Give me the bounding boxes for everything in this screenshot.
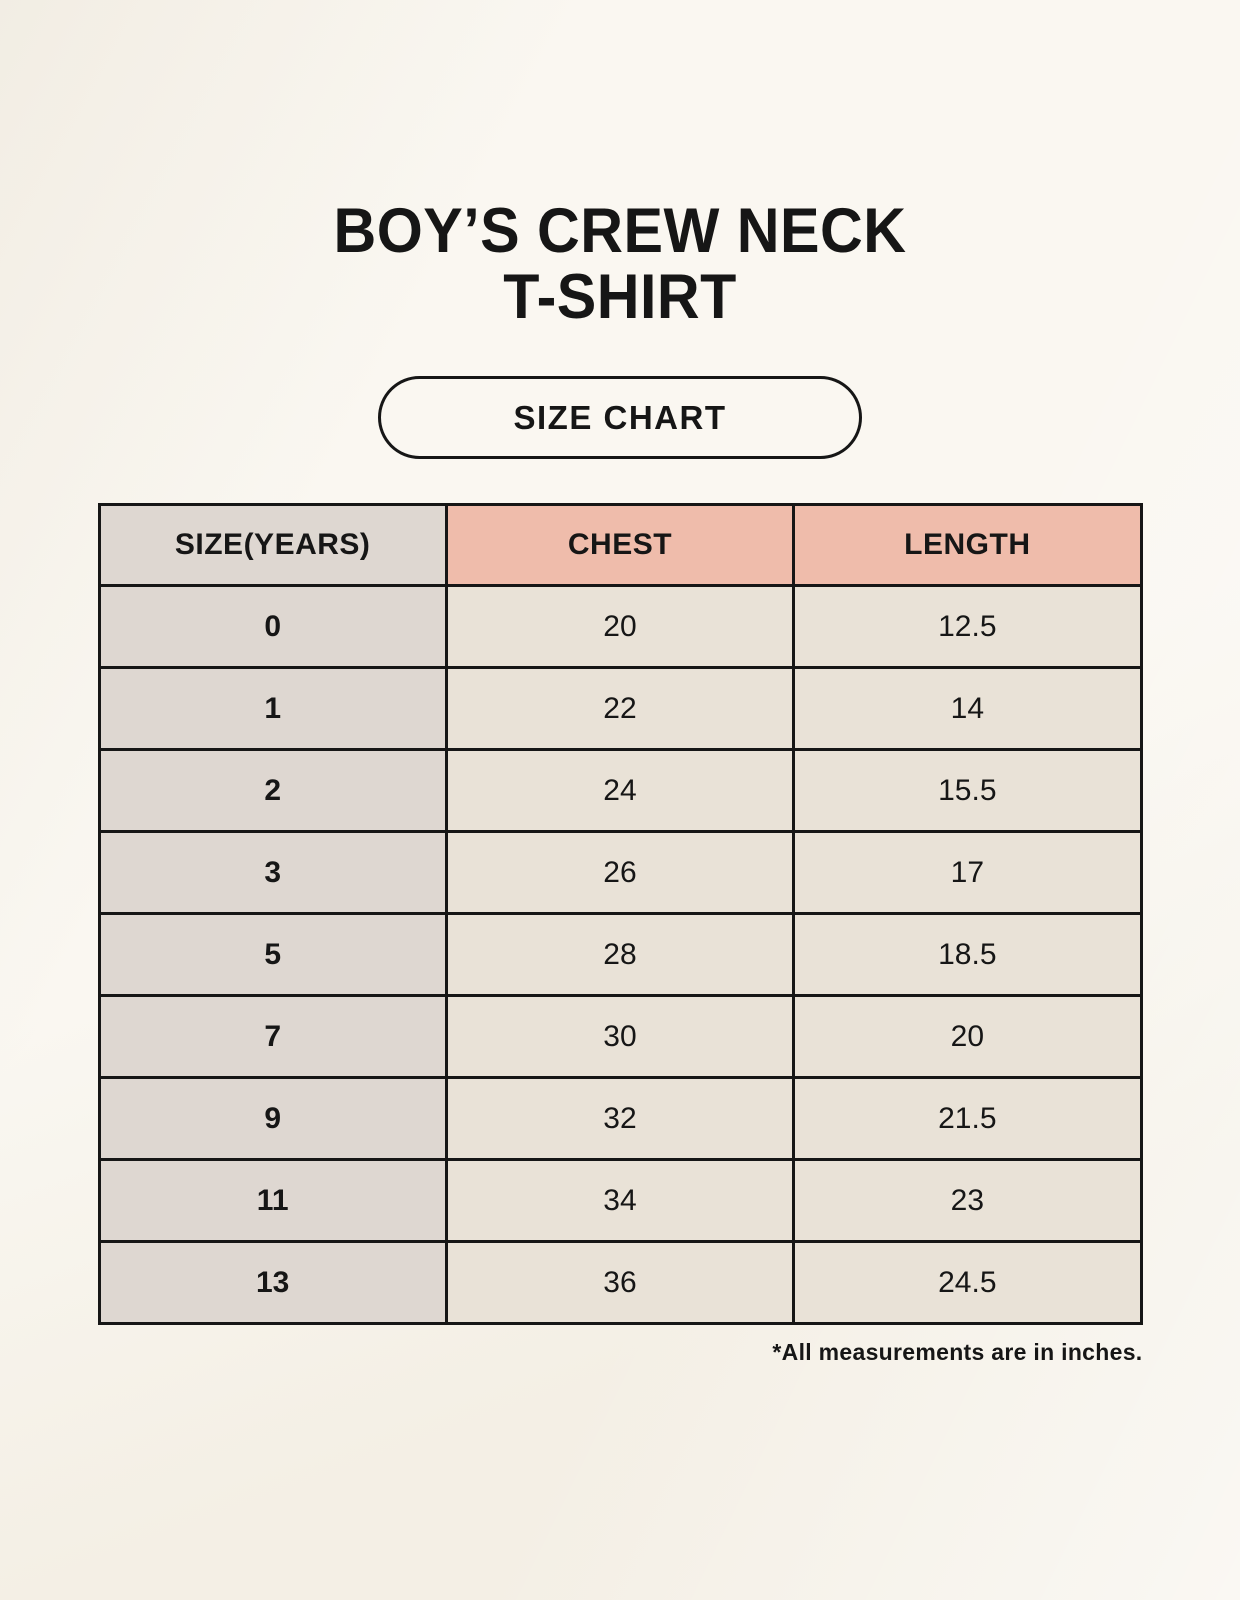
column-header-size-years: SIZE(YEARS) bbox=[97, 503, 448, 587]
value-cell: 17 bbox=[792, 830, 1143, 915]
value-cell: 20 bbox=[792, 994, 1143, 1079]
page-title-line2: T-SHIRT bbox=[503, 262, 737, 332]
value-cell: 20 bbox=[444, 584, 796, 669]
size-cell: 2 bbox=[97, 748, 448, 833]
table-row: 0 20 12.5 bbox=[97, 584, 1143, 669]
value-cell: 26 bbox=[444, 830, 796, 915]
value-cell: 12.5 bbox=[792, 584, 1143, 669]
value-cell: 24 bbox=[444, 748, 796, 833]
measurements-footnote: *All measurements are in inches. bbox=[772, 1339, 1143, 1365]
size-cell: 9 bbox=[97, 1076, 448, 1161]
size-table-head: SIZE(YEARS) CHEST LENGTH bbox=[97, 503, 1143, 587]
value-cell: 21.5 bbox=[792, 1076, 1143, 1161]
size-cell: 1 bbox=[97, 666, 448, 751]
size-cell: 5 bbox=[97, 912, 448, 997]
value-cell: 24.5 bbox=[792, 1240, 1143, 1325]
table-row: 5 28 18.5 bbox=[97, 912, 1143, 997]
badge-container: SIZE CHART bbox=[0, 376, 1240, 459]
value-cell: 14 bbox=[792, 666, 1143, 751]
table-row: 1 22 14 bbox=[97, 666, 1143, 751]
table-row: 11 34 23 bbox=[97, 1158, 1143, 1243]
table-row: 2 24 15.5 bbox=[97, 748, 1143, 833]
table-row: 3 26 17 bbox=[97, 830, 1143, 915]
value-cell: 15.5 bbox=[792, 748, 1143, 833]
value-cell: 28 bbox=[444, 912, 796, 997]
value-cell: 36 bbox=[444, 1240, 796, 1325]
page-title-line1: BOY’S CREW NECK bbox=[333, 196, 907, 266]
size-cell: 3 bbox=[97, 830, 448, 915]
page-title: BOY’S CREW NECK T-SHIRT bbox=[37, 198, 1203, 330]
value-cell: 30 bbox=[444, 994, 796, 1079]
column-header-chest: CHEST bbox=[444, 503, 796, 587]
value-cell: 23 bbox=[792, 1158, 1143, 1243]
value-cell: 22 bbox=[444, 666, 796, 751]
table-row: 13 36 24.5 bbox=[97, 1240, 1143, 1325]
size-table-head-row: SIZE(YEARS) CHEST LENGTH bbox=[97, 503, 1143, 587]
size-chart-badge-label: SIZE CHART bbox=[513, 398, 727, 436]
size-cell: 0 bbox=[97, 584, 448, 669]
size-table-body: 0 20 12.5 1 22 14 2 24 15.5 3 26 17 5 28 18.5 7 30 20 9 32 2… bbox=[97, 584, 1143, 1325]
size-cell: 13 bbox=[97, 1240, 448, 1325]
size-chart-badge: SIZE CHART bbox=[378, 376, 862, 459]
table-row: 7 30 20 bbox=[97, 994, 1143, 1079]
value-cell: 32 bbox=[444, 1076, 796, 1161]
column-header-length: LENGTH bbox=[792, 503, 1143, 587]
table-row: 9 32 21.5 bbox=[97, 1076, 1143, 1161]
value-cell: 34 bbox=[444, 1158, 796, 1243]
size-cell: 7 bbox=[97, 994, 448, 1079]
size-cell: 11 bbox=[97, 1158, 448, 1243]
value-cell: 18.5 bbox=[792, 912, 1143, 997]
size-table: SIZE(YEARS) CHEST LENGTH 0 20 12.5 1 22 14 2 24 15… bbox=[97, 503, 1143, 1325]
